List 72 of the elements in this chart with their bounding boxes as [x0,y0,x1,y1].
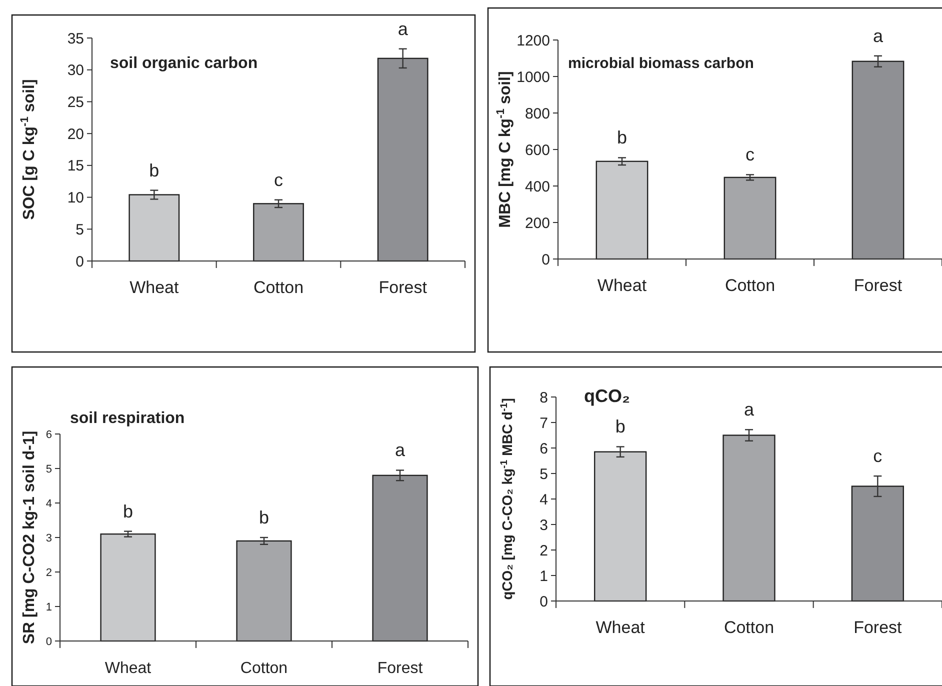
bar [377,58,428,262]
bar [372,474,428,642]
y-tick-label: 5 [76,221,84,238]
y-tick-label: 1200 [516,32,550,50]
y-tick-label: 0 [46,636,52,648]
x-tick-label: Forest [377,660,424,677]
annotation: a [744,400,755,420]
bar [236,540,292,642]
bar [851,486,904,602]
y-tick-label: 200 [524,214,550,232]
y-tick-label: 4 [46,498,52,510]
y-tick-label: 20 [67,126,84,143]
annotation: c [746,144,754,165]
annotation: b [149,160,160,180]
x-tick-label: Cotton [724,618,774,637]
y-tick-label: 400 [524,178,550,196]
x-tick-label: Forest [854,276,902,295]
bar [253,203,304,262]
x-tick-label: Cotton [724,276,776,295]
y-tick-label: 35 [67,30,84,48]
x-tick-label: Cotton [253,278,304,297]
y-tick-label: 0 [542,251,550,268]
bar [724,176,776,260]
x-tick-label: Cotton [240,660,288,677]
y-tick-label: 6 [540,440,548,458]
y-tick-label: 10 [67,190,84,207]
y-tick-label: 600 [524,142,550,159]
x-tick-label: Wheat [130,278,180,297]
y-tick-label: 3 [46,532,52,544]
y-tick-label: 5 [46,463,52,476]
text: soil organic carbon [110,55,258,72]
bar [852,60,904,260]
chart-title: soil respiration [70,410,185,427]
x-tick-label: Wheat [597,276,647,295]
y-tick-label: 7 [540,414,548,432]
y-tick-label: 2 [46,566,52,579]
y-tick-label: 25 [67,94,84,111]
y-tick-label: 0 [76,253,84,270]
y-tick-label: 5 [540,466,548,483]
bar [128,194,180,262]
annotation: b [615,416,626,437]
x-tick-label: Wheat [596,618,646,637]
text: microbial biomass carbon [568,55,754,72]
annotation: b [258,508,270,528]
y-tick-label: 1 [540,568,548,585]
y-tick-label: 30 [67,62,84,80]
annotation: c [274,170,283,190]
y-tick-label: 4 [540,491,548,508]
x-tick-label: Forest [854,618,902,637]
annotation: a [398,18,409,39]
annotation: a [872,26,884,46]
bar [100,533,156,642]
bar [594,451,647,602]
bar [722,434,776,602]
annotation: b [122,501,134,522]
annotation: b [616,128,628,148]
y-tick-label: 15 [67,158,84,175]
x-tick-label: Forest [378,278,428,297]
chart-title: qCO₂ [584,386,630,406]
y-tick-label: 3 [540,516,548,534]
annotation: c [873,446,882,466]
y-tick-label: 0 [540,593,548,610]
y-tick-label: 8 [540,389,548,406]
y-tick-label: 2 [540,542,548,560]
y-axis-title: SR [mg C-CO2 kg-1 soil d-1] [21,430,38,644]
annotation: a [394,440,406,460]
y-tick-label: 800 [524,105,550,122]
y-tick-label: 6 [46,428,52,441]
y-tick-label: 1000 [516,68,550,86]
bar [596,160,648,260]
x-tick-label: Wheat [104,660,152,677]
y-tick-label: 1 [46,601,52,614]
